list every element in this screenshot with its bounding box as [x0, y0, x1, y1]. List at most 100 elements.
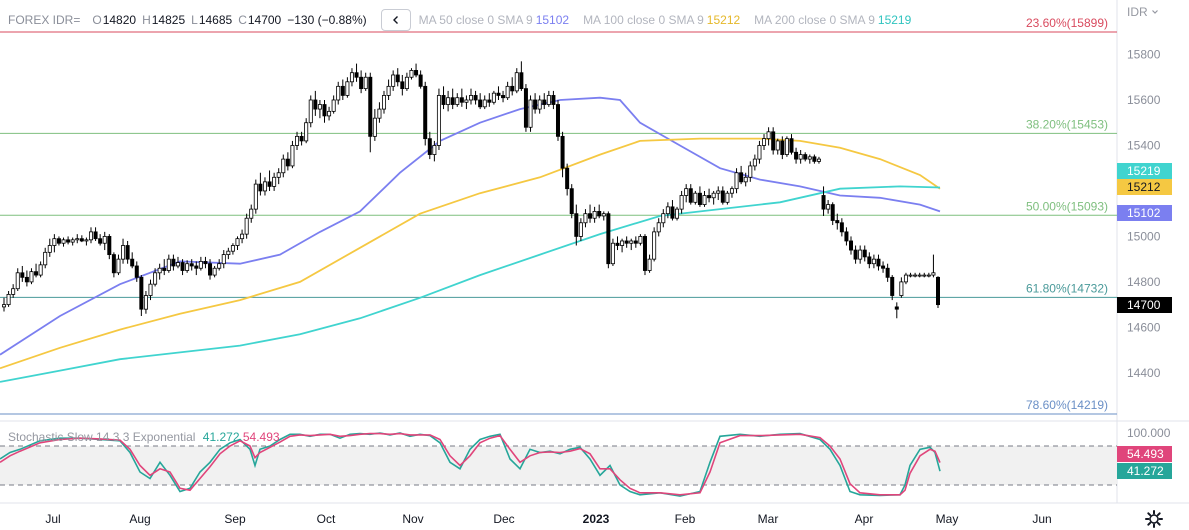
candle-body: [491, 92, 496, 103]
candle-body: [922, 274, 927, 277]
candle-body: [290, 145, 295, 167]
candle-body: [899, 281, 904, 296]
close-value: 14700: [247, 13, 282, 27]
candle-body: [24, 276, 29, 283]
candle-body: [684, 188, 689, 196]
symbol-name: FOREX IDR=: [8, 13, 81, 27]
price-axis-label: 14700: [1127, 298, 1161, 312]
candle-body: [624, 240, 629, 244]
candle-body: [739, 172, 744, 183]
x-tick-label: Dec: [493, 512, 514, 526]
chevron-down-icon: [1152, 10, 1158, 14]
ma200-label[interactable]: MA 200 close 0 SMA 9: [754, 13, 875, 27]
x-tick-label: May: [936, 512, 959, 526]
candle-body: [931, 272, 936, 276]
candle-body: [34, 271, 39, 276]
candle-body: [533, 99, 538, 110]
ma50-value: 15102: [535, 13, 570, 27]
low-label: L: [191, 13, 198, 27]
candle-body: [725, 192, 730, 203]
ma200-value: 15219: [877, 13, 912, 27]
stochastic-d-axis-label: 54.493: [1127, 447, 1164, 461]
candle-body: [38, 264, 43, 276]
candle-body: [642, 236, 647, 271]
candle-body: [752, 158, 757, 167]
candle-body: [455, 97, 460, 105]
candle-body: [468, 95, 473, 101]
candle-body: [849, 240, 854, 251]
candle-body: [459, 97, 464, 103]
candle-body: [432, 145, 437, 155]
candle-body: [583, 213, 588, 224]
y-tick-label: 15800: [1127, 48, 1161, 62]
candle-body: [66, 239, 71, 243]
x-tick-label: Jun: [1032, 512, 1051, 526]
candle-body: [20, 272, 25, 278]
x-tick-label: 2023: [583, 512, 610, 526]
price-axis-label: 15219: [1127, 164, 1161, 178]
candle-body: [98, 238, 103, 244]
ma100-label[interactable]: MA 100 close 0 SMA 9: [583, 13, 704, 27]
candle-body: [560, 135, 565, 169]
high-label: H: [142, 13, 151, 27]
candle-body: [189, 263, 194, 267]
candle-body: [446, 97, 451, 105]
candle-body: [913, 274, 918, 277]
x-tick-label: Oct: [317, 512, 336, 526]
collapse-legend-button[interactable]: [380, 9, 411, 31]
candle-body: [143, 295, 148, 310]
candle-body: [327, 110, 332, 117]
candle-body: [134, 265, 139, 278]
axis-unit-selector[interactable]: IDR: [1127, 5, 1159, 19]
candle-body: [853, 249, 858, 260]
candle-body: [295, 135, 300, 146]
price-axis-label-bg: [1117, 163, 1172, 179]
price-axis-label: 15212: [1127, 180, 1161, 194]
candle-body: [629, 240, 634, 244]
candle-body: [528, 99, 533, 128]
candle-body: [697, 192, 702, 205]
chevron-left-icon: [392, 16, 398, 24]
candle-body: [308, 99, 313, 124]
candle-body: [729, 188, 734, 194]
candle-body: [175, 262, 180, 267]
candle-body: [281, 158, 286, 174]
candle-body: [638, 236, 643, 244]
candle-body: [395, 74, 400, 83]
candle-body: [427, 138, 432, 155]
candle-body: [734, 172, 739, 190]
candle-body: [336, 85, 341, 101]
candle-body: [812, 156, 817, 162]
candle-body: [574, 213, 579, 237]
ma50-label[interactable]: MA 50 close 0 SMA 9: [418, 13, 533, 27]
candle-body: [139, 276, 144, 310]
fib-level-label: 23.60%(15899): [1026, 16, 1108, 30]
candle-body: [487, 99, 492, 103]
candle-body: [816, 158, 821, 162]
candle-body: [620, 240, 625, 246]
open-value: 14820: [102, 13, 137, 27]
candle-body: [835, 220, 840, 224]
candle-body: [551, 95, 556, 105]
candle-body: [743, 176, 748, 183]
candle-body: [322, 104, 327, 117]
candle-body: [418, 74, 423, 87]
stochastic-name[interactable]: Stochastic Slow 14 3 3 Exponential: [8, 430, 196, 444]
close-label: C: [238, 13, 247, 27]
candle-body: [235, 238, 240, 246]
candle-body: [75, 238, 80, 241]
gear-icon[interactable]: [1144, 509, 1164, 529]
candle-body: [382, 95, 387, 110]
candle-body: [386, 85, 391, 96]
candle-body: [821, 195, 826, 210]
candle-body: [826, 204, 831, 210]
price-axis-label: 15102: [1127, 206, 1161, 220]
x-tick-label: Sep: [224, 512, 246, 526]
candle-body: [862, 249, 867, 258]
candle-body: [47, 245, 52, 253]
candle-body: [400, 81, 405, 90]
candle-body: [15, 272, 20, 290]
candle-body: [514, 72, 519, 92]
y-tick-label: 14600: [1127, 320, 1161, 334]
